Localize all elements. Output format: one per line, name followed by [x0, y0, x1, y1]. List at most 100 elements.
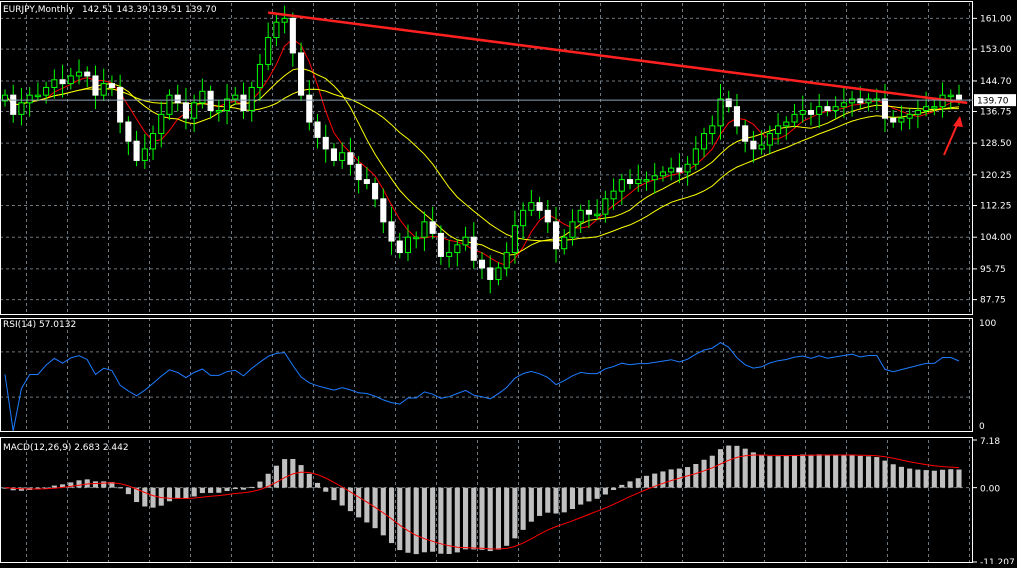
macd-bar — [125, 487, 131, 495]
price-tick-label: 112.25 — [980, 202, 1012, 212]
price-tick-label: 153.00 — [980, 45, 1012, 55]
macd-bar — [224, 487, 230, 492]
candle — [577, 209, 584, 223]
macd-bar — [857, 455, 863, 488]
macd-bar — [216, 487, 222, 493]
candle — [602, 198, 609, 215]
candle — [92, 75, 99, 96]
macd-bar — [816, 454, 822, 488]
macd-bar — [874, 457, 880, 488]
macd-bar — [438, 487, 444, 554]
macd-bar — [602, 487, 608, 495]
candle — [955, 94, 963, 100]
macd-bar — [142, 487, 148, 507]
macd-bar — [323, 487, 329, 492]
macd-bar — [520, 487, 526, 530]
candle — [561, 236, 568, 250]
macd-bar — [528, 487, 534, 522]
candle — [281, 17, 288, 23]
candle — [799, 110, 806, 115]
candle — [487, 267, 494, 280]
macd-bar — [775, 456, 781, 488]
macd-bar — [890, 464, 896, 488]
candle — [643, 179, 650, 182]
macd-bar — [635, 478, 641, 488]
macd-bar — [948, 469, 954, 488]
candle — [388, 221, 395, 242]
candle — [224, 98, 231, 112]
candle — [67, 75, 74, 85]
macd-bar — [652, 473, 658, 488]
macd-bar — [356, 487, 362, 518]
current-price-label: 139.70 — [977, 97, 1009, 107]
macd-bar — [833, 455, 839, 488]
candle — [355, 163, 362, 181]
macd-bar — [487, 487, 493, 552]
macd-bar — [249, 486, 255, 488]
macd-bar — [750, 452, 756, 488]
candle — [931, 106, 938, 109]
macd-bar — [257, 481, 263, 488]
macd-bar — [68, 482, 74, 488]
candle — [816, 106, 823, 115]
candle — [692, 148, 699, 165]
candle — [289, 17, 296, 54]
candle — [372, 182, 379, 200]
candle — [914, 110, 921, 115]
candle — [117, 86, 124, 123]
candle — [881, 98, 889, 119]
candle — [470, 236, 477, 261]
candle — [462, 236, 469, 246]
macd-bar — [388, 487, 395, 544]
macd-bar — [865, 456, 872, 488]
candle — [725, 98, 732, 108]
macd-bar — [421, 487, 427, 553]
panel-border — [0, 437, 973, 563]
price-tick-label: 120.25 — [980, 171, 1012, 181]
candle — [51, 79, 58, 88]
macd-bar — [175, 487, 181, 499]
macd-bar — [643, 475, 650, 488]
candle — [396, 240, 403, 254]
moving-average-line — [4, 38, 960, 267]
candle — [149, 133, 157, 150]
price-tick-label: 128.50 — [980, 139, 1012, 149]
macd-bar — [717, 449, 724, 488]
candle — [676, 167, 683, 173]
macd-bar — [619, 484, 625, 488]
candle — [248, 86, 255, 112]
candle — [84, 71, 91, 77]
candle — [742, 125, 749, 142]
macd-bar — [372, 487, 378, 529]
candle — [339, 152, 346, 161]
macd-bar — [191, 487, 197, 497]
candle — [174, 94, 181, 104]
macd-bar — [545, 487, 551, 513]
macd-bar — [734, 445, 740, 488]
macd-bar — [586, 487, 592, 502]
candle — [133, 140, 140, 161]
candle — [536, 202, 543, 211]
macd-bar — [101, 481, 107, 488]
macd-bar — [273, 465, 279, 488]
macd-bar — [117, 487, 123, 489]
candle — [766, 133, 773, 146]
price-tick-label: 87.75 — [980, 296, 1006, 306]
macd-bar — [693, 463, 699, 488]
candle — [552, 221, 560, 250]
candle — [347, 152, 354, 165]
macd-bar — [742, 448, 748, 488]
macd-bar — [578, 487, 584, 505]
candle — [668, 167, 675, 173]
macd-bar — [553, 487, 559, 514]
candle — [701, 133, 708, 150]
macd-bar — [783, 456, 789, 488]
candle — [750, 140, 757, 150]
macd-bar — [594, 487, 600, 499]
macd-bar — [10, 487, 16, 491]
candle — [363, 179, 370, 184]
macd-bar — [709, 455, 715, 488]
macd-bar — [298, 465, 304, 488]
macd-bar — [60, 484, 66, 488]
candle — [108, 83, 115, 88]
